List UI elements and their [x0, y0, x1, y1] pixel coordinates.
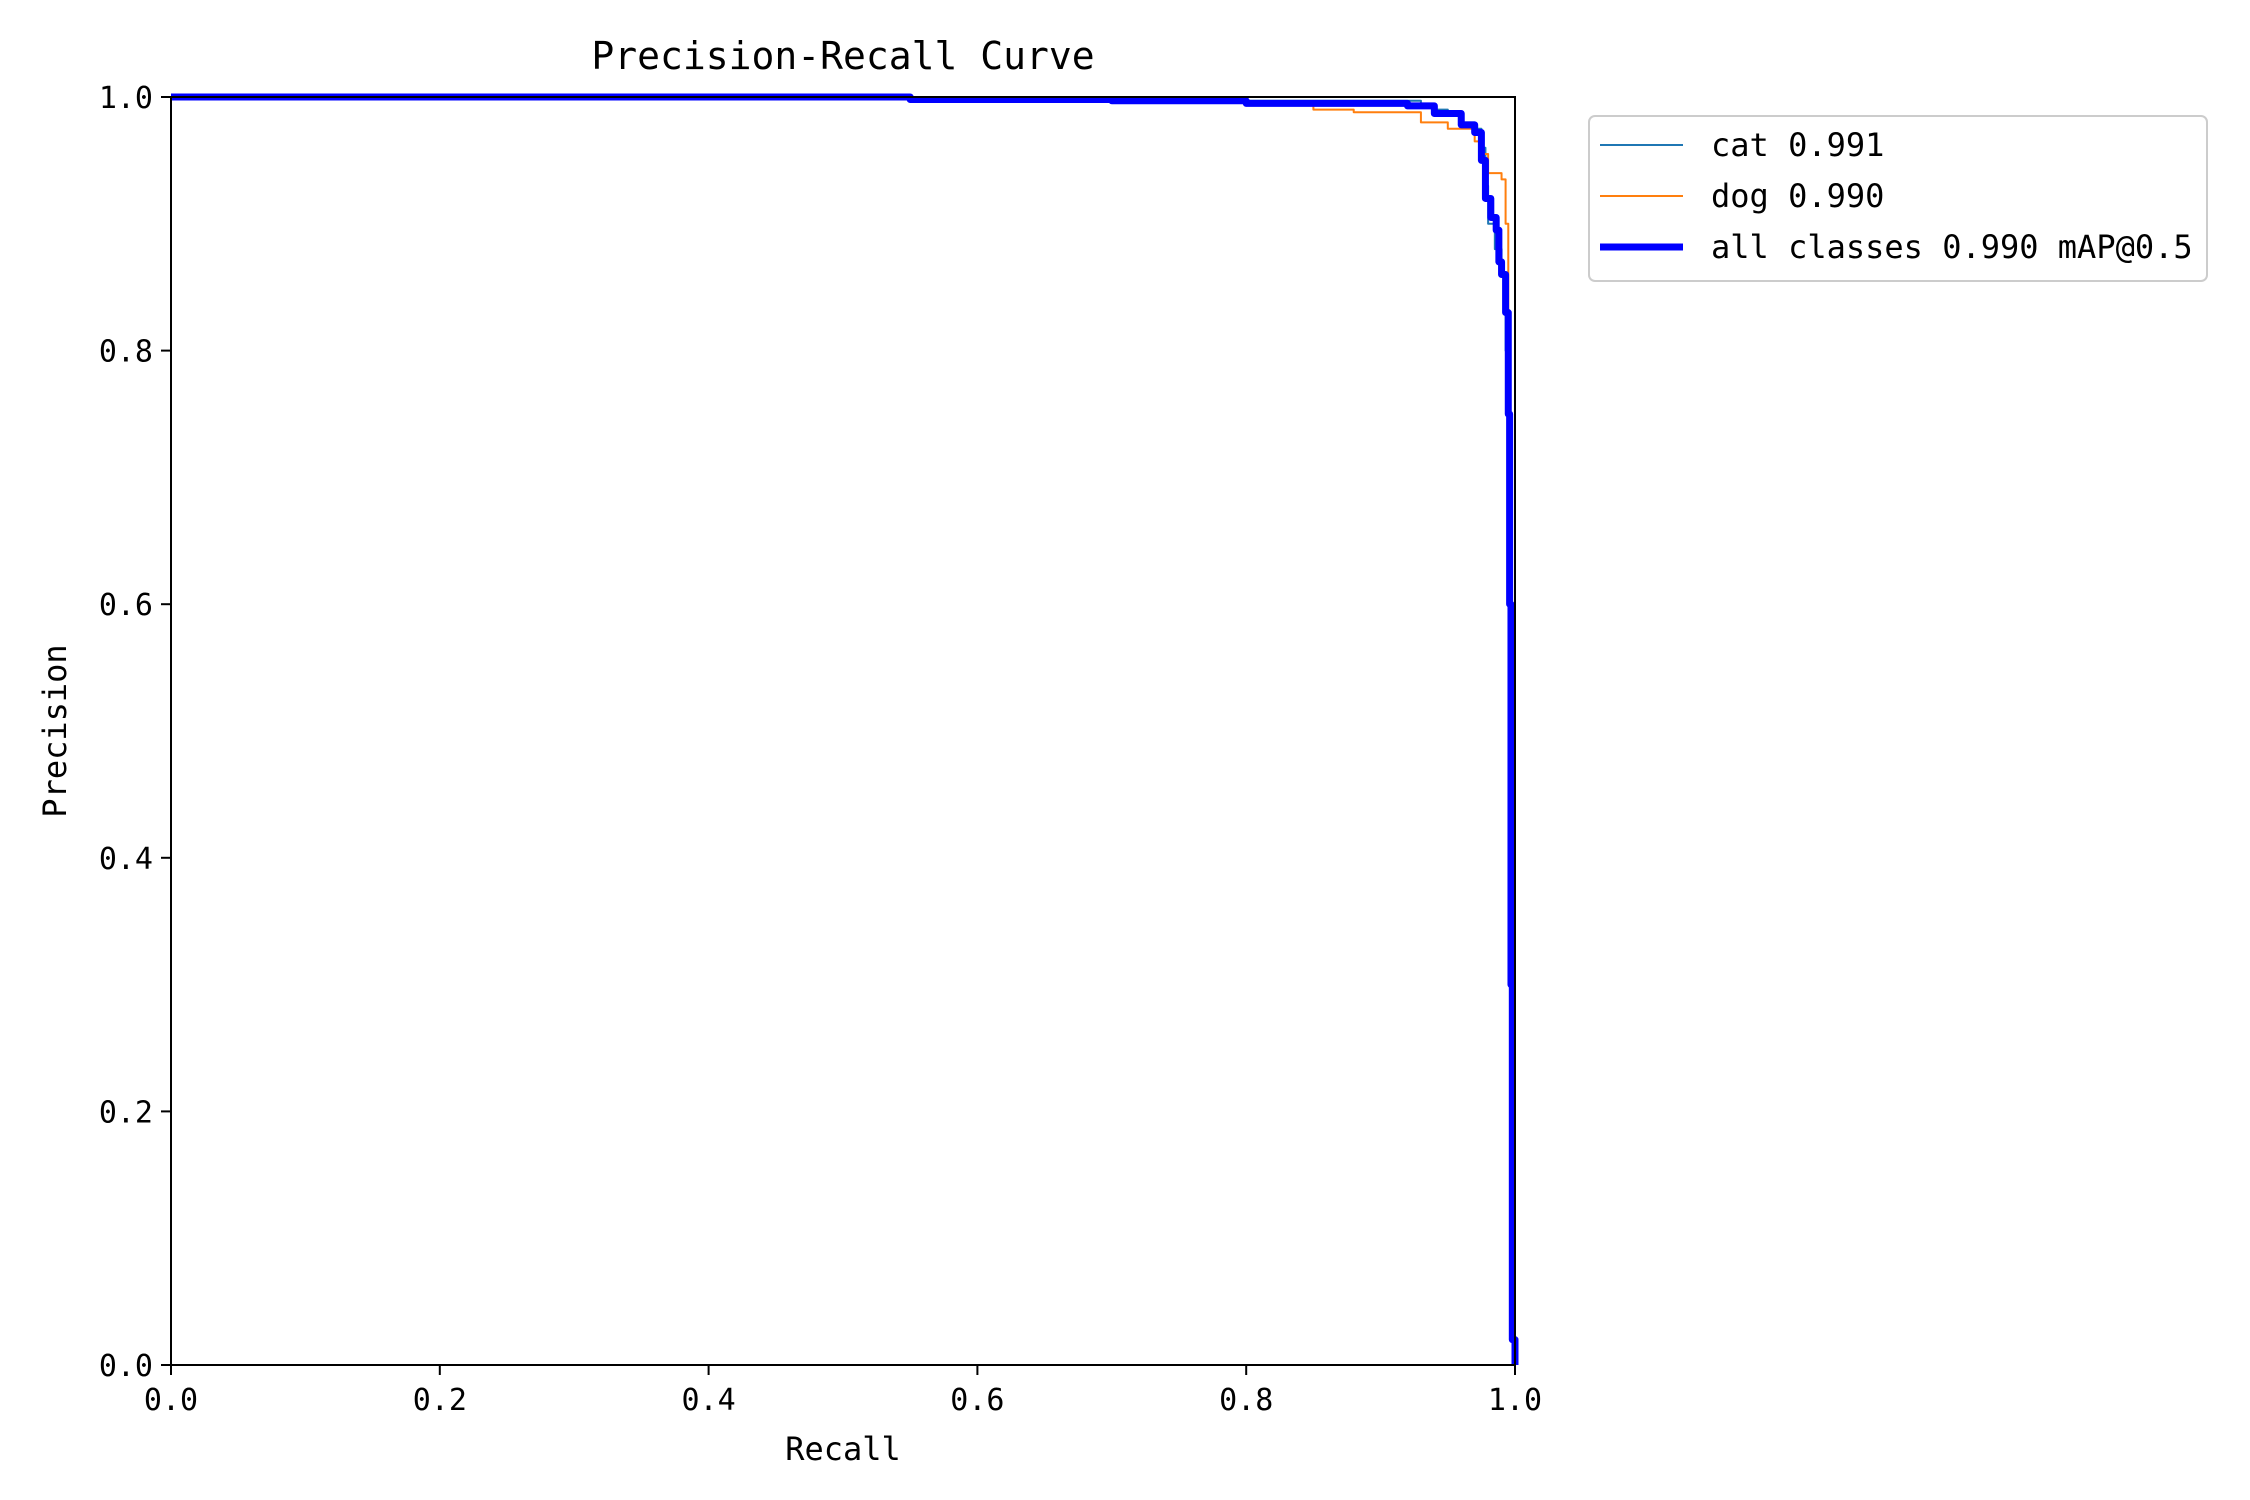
- y-axis-label: Precision: [36, 644, 74, 817]
- y-axis: 0.0 0.2 0.4 0.6 0.8 1.0: [99, 81, 171, 1384]
- y-tick-label: 0.6: [99, 588, 153, 623]
- x-tick-label: 0.4: [682, 1383, 736, 1418]
- x-tick-label: 0.2: [413, 1383, 467, 1418]
- y-tick-label: 1.0: [99, 81, 153, 116]
- legend-label: all classes 0.990 mAP@0.5: [1711, 228, 2193, 266]
- legend-label: dog 0.990: [1711, 177, 1884, 215]
- y-tick-label: 0.4: [99, 842, 153, 877]
- series-line-dog: [171, 96, 1516, 1365]
- series-line-cat: [171, 96, 1516, 1365]
- legend: cat 0.991 dog 0.990 all classes 0.990 mAP@…: [1588, 115, 2208, 282]
- chart-title: Precision-Recall Curve: [591, 34, 1094, 78]
- y-tick-label: 0.0: [99, 1349, 153, 1384]
- plot-frame: [170, 96, 1516, 1366]
- y-tick-label: 0.2: [99, 1095, 153, 1130]
- x-axis-label: Recall: [785, 1430, 901, 1468]
- x-axis: 0.0 0.2 0.4 0.6 0.8 1.0: [144, 1365, 1542, 1418]
- x-tick-label: 0.6: [950, 1383, 1004, 1418]
- plot-area: [171, 93, 1519, 1365]
- y-tick-label: 0.8: [99, 335, 153, 370]
- x-tick-label: 0.8: [1219, 1383, 1273, 1418]
- x-tick-label: 0.0: [144, 1383, 198, 1418]
- legend-frame: [1588, 115, 2208, 282]
- series-line-all-classes: [171, 93, 1519, 1365]
- legend-label: cat 0.991: [1711, 126, 1884, 164]
- x-tick-label: 1.0: [1488, 1383, 1542, 1418]
